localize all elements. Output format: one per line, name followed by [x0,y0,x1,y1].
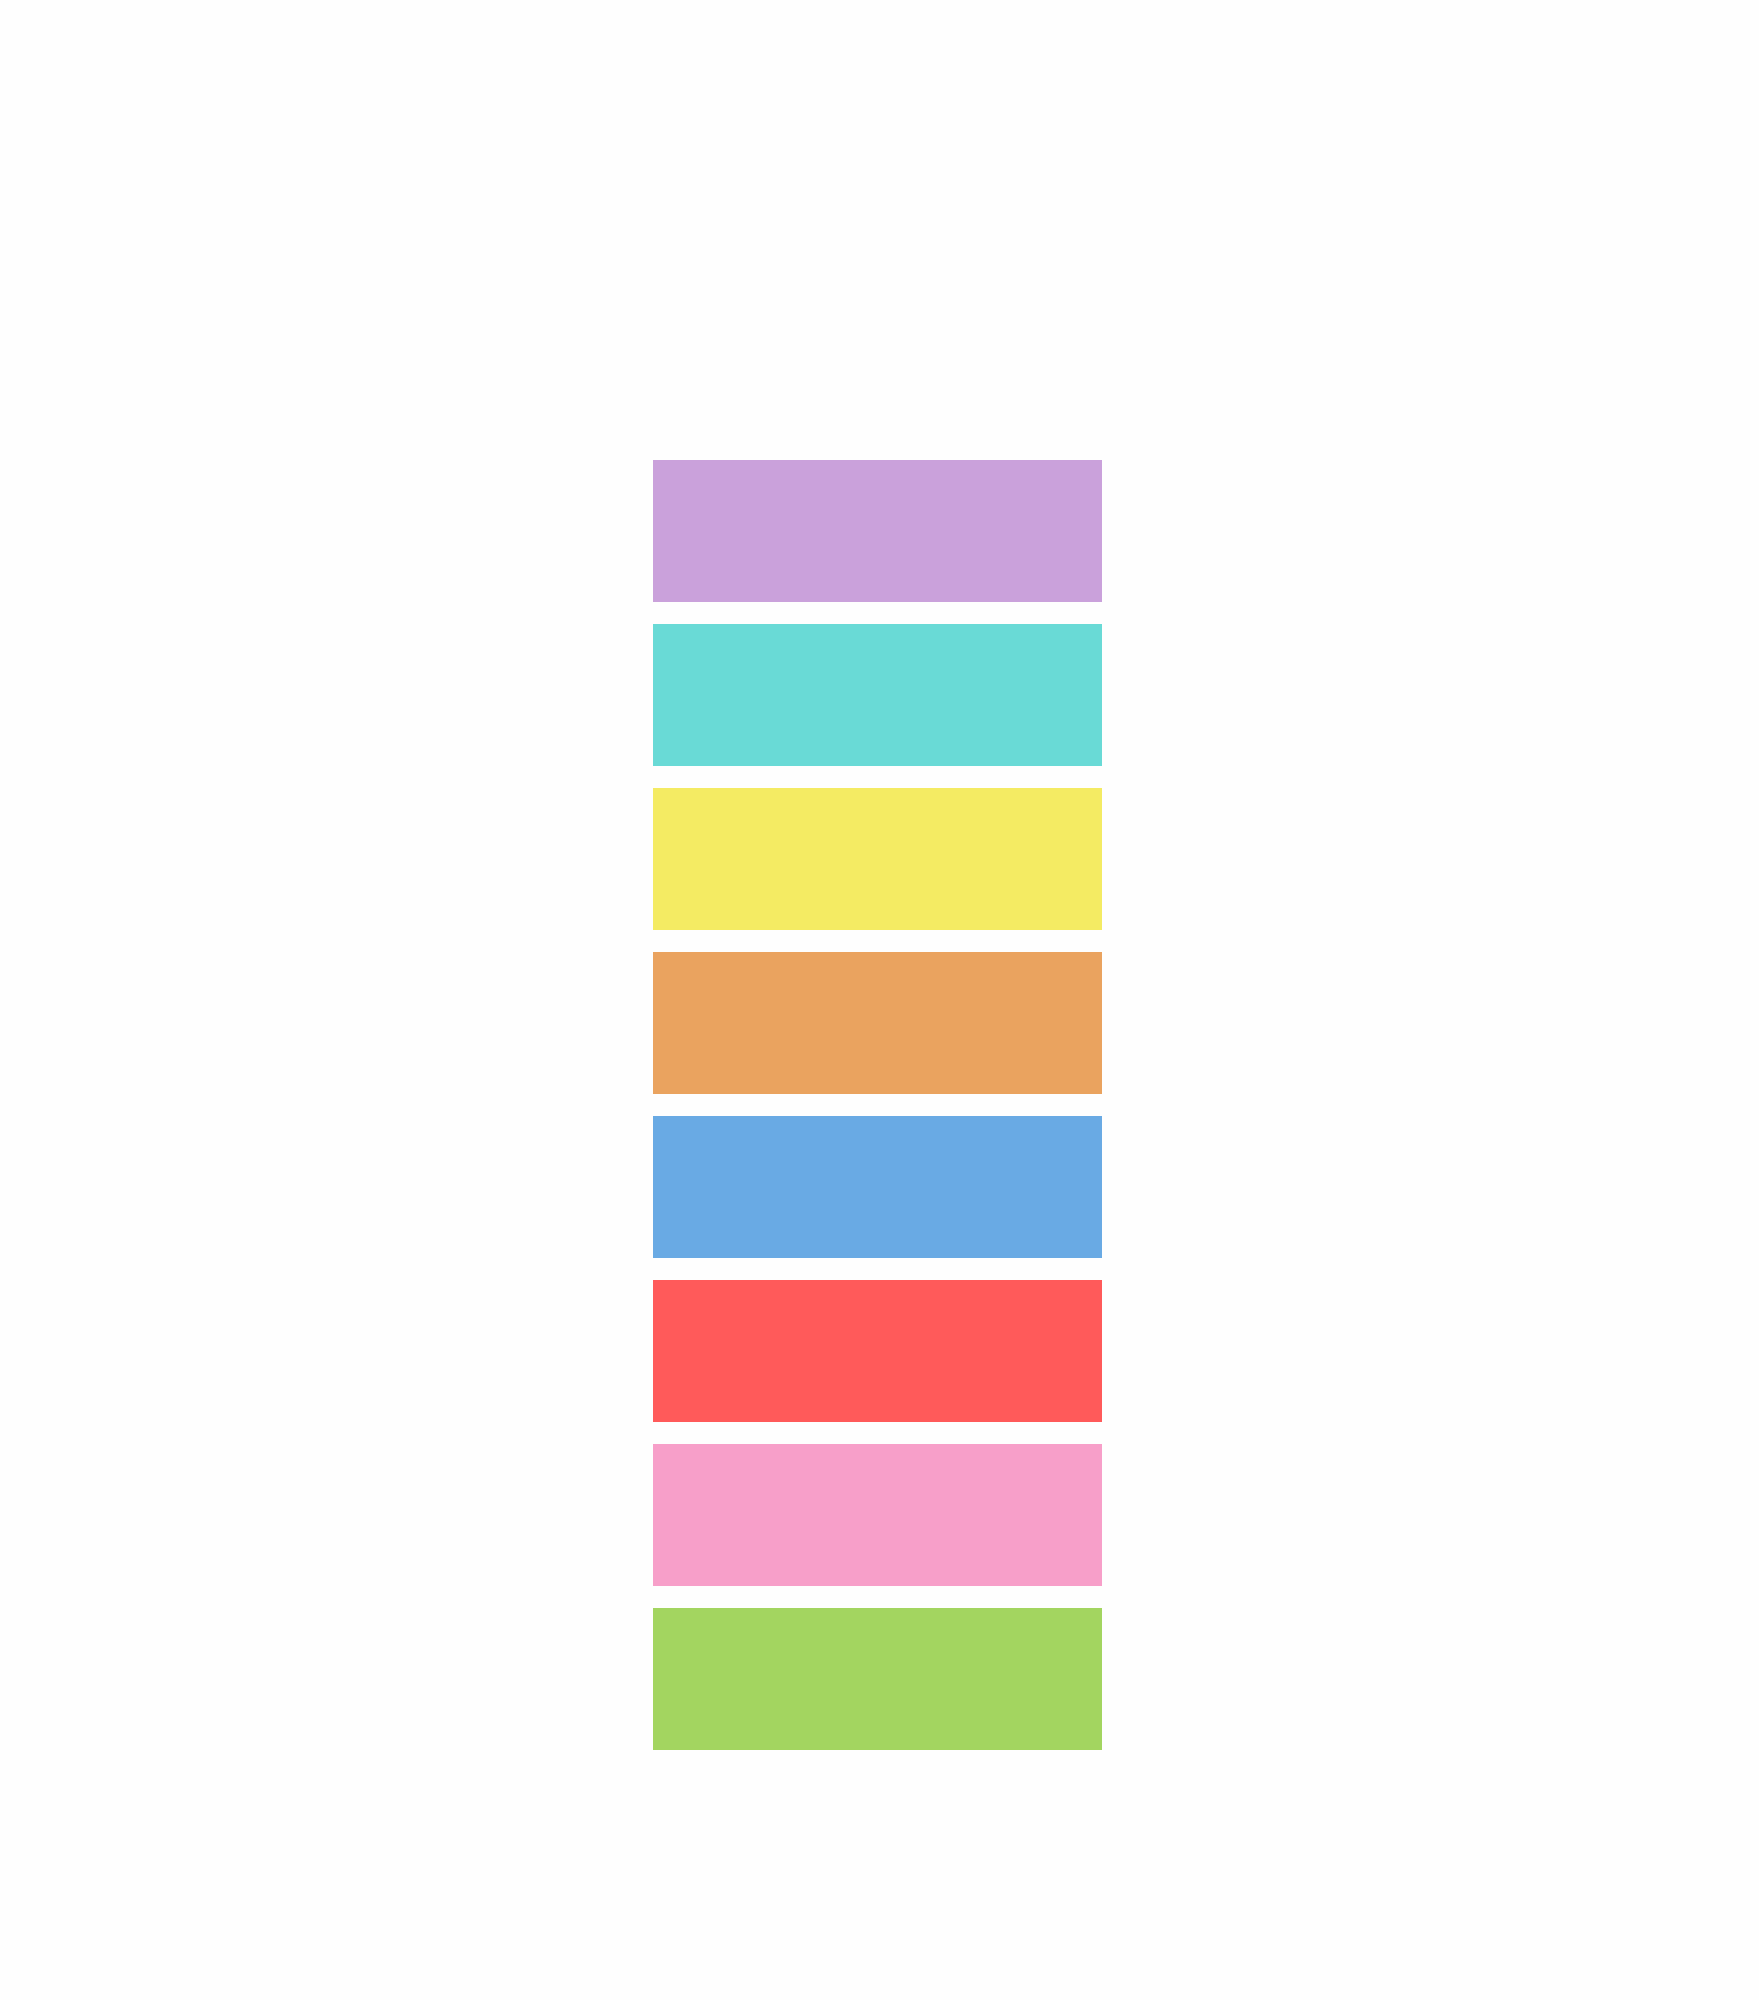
swatch-blue [653,1116,1102,1258]
swatch-red [653,1280,1102,1422]
swatch-green [653,1608,1102,1750]
swatch-turquoise [653,624,1102,766]
swatch-lavender [653,460,1102,602]
color-swatch-stack [653,460,1102,1750]
swatch-yellow [653,788,1102,930]
swatch-orange [653,952,1102,1094]
swatch-pink [653,1444,1102,1586]
